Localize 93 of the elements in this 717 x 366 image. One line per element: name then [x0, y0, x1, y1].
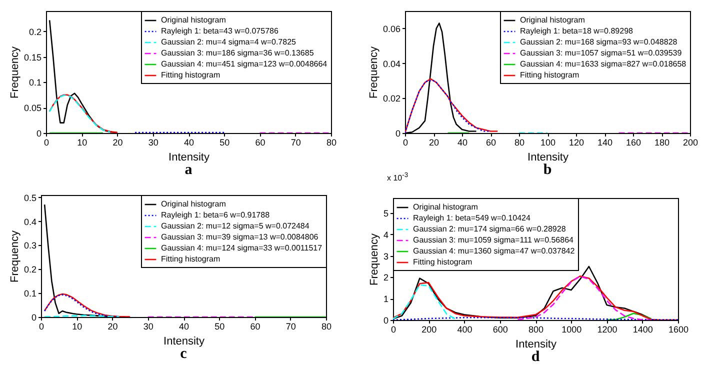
x-tick-label: 160 — [626, 138, 642, 148]
x-tick-label: 80 — [326, 138, 337, 148]
x-tick-label: 20 — [428, 138, 440, 148]
y-tick-label: 0.2 — [28, 26, 42, 37]
y-axis-title: Frequency — [8, 46, 21, 98]
legend-label: Gaussian 4: mu=1360 sigma=47 w=0.037842 — [413, 246, 576, 256]
legend-label: Gaussian 4: mu=451 sigma=123 w=0.0048664 — [161, 60, 328, 68]
legend-label: Rayleigh 1: beta=18 w=0.89298 — [520, 26, 634, 36]
text: c — [180, 346, 188, 362]
x-tick-label: 1200 — [597, 324, 618, 334]
y-tick-label: 0.02 — [382, 94, 400, 104]
x-axis-title: Intensity — [528, 152, 569, 164]
legend-label: Original histogram — [161, 16, 226, 24]
x-tick-label: 200 — [422, 324, 437, 334]
x-tick-label: 600 — [492, 324, 508, 334]
x-axis-title: Intensity — [516, 338, 557, 350]
x-tick-label: 200 — [682, 138, 698, 148]
x-tick-label: 10 — [72, 322, 82, 332]
legend-label: Fitting histogram — [520, 70, 580, 80]
y-tick-label: 4 — [383, 230, 388, 240]
x-tick-label: 1400 — [632, 324, 653, 334]
x-tick-label: 40 — [184, 138, 194, 148]
x-tick-label: 100 — [540, 138, 556, 148]
x-tick-label: 400 — [457, 324, 472, 334]
text: a — [184, 162, 193, 178]
legend-label: Gaussian 2: mu=168 sigma=93 w=0.048828 — [520, 38, 678, 46]
legend-label: Gaussian 3: mu=1057 sigma=51 w=0.039539 — [520, 48, 682, 58]
y-tick-label: 0 — [31, 312, 36, 322]
x-tick-label: 30 — [148, 138, 158, 148]
x-tick-label: 70 — [290, 138, 301, 148]
x-tick-label: 60 — [250, 322, 260, 332]
x-tick-label: 180 — [654, 138, 670, 148]
x-tick-label: 20 — [108, 322, 118, 332]
y-tick-label: 3 — [383, 251, 388, 262]
y-tick-label: 0.15 — [24, 52, 42, 62]
x-tick-label: 800 — [528, 324, 544, 334]
x-axis-title: Intensity — [164, 336, 205, 348]
x-tick-label: 20 — [112, 138, 123, 148]
legend-label: Fitting histogram — [413, 258, 472, 266]
y-tick-label: 5 — [383, 208, 388, 218]
legend-label: Gaussian 3: mu=1059 sigma=111 w=0.56864 — [413, 236, 574, 244]
legend-label: Rayleigh 1: beta=6 w=0.91788 — [161, 210, 270, 220]
legend-label: Gaussian 4: mu=124 sigma=33 w=0.0011517 — [161, 244, 323, 252]
y-tick-label: 2 — [383, 272, 388, 283]
legend-label: Fitting histogram — [161, 254, 220, 264]
x-tick-label: 0 — [402, 138, 408, 148]
x-tick-label: 140 — [597, 138, 613, 148]
y-tick-label: 0.06 — [382, 24, 400, 34]
legend-label: Gaussian 2: mu=12 sigma=5 w=0.072484 — [161, 222, 310, 230]
legend-label: Original histogram — [161, 200, 226, 208]
x-tick-label: 1000 — [562, 324, 582, 334]
x-tick-label: 40 — [457, 138, 468, 148]
x-tick-label: 60 — [255, 138, 266, 148]
y-tick-label: 0.05 — [24, 103, 42, 114]
y-tick-label: 0.3 — [24, 240, 36, 251]
x-tick-label: 30 — [143, 322, 154, 332]
x-tick-label: 10 — [77, 138, 88, 148]
y-tick-label: 0 — [395, 128, 400, 138]
legend-label: Gaussian 3: mu=39 sigma=13 w=0.0084806 — [161, 232, 319, 242]
legend-label: Original histogram — [520, 16, 586, 24]
x-tick-label: 80 — [321, 322, 332, 332]
legend-label: Fitting histogram — [161, 70, 220, 80]
x-tick-label: 120 — [568, 138, 584, 148]
x-tick-label: 1600 — [668, 324, 689, 334]
x-tick-label: 50 — [214, 322, 225, 332]
x-tick-label: 60 — [486, 138, 496, 148]
legend-label: Gaussian 4: mu=1633 sigma=827 w=0.018658 — [520, 60, 687, 68]
y-tick-label: 0.5 — [24, 192, 36, 203]
legend-label: Gaussian 2: mu=4 sigma=4 w=0.7825 — [161, 38, 297, 46]
text: d — [531, 349, 540, 365]
legend-label: Gaussian 3: mu=186 sigma=36 w=0.13685 — [161, 48, 314, 58]
y-axis-title: Frequency — [368, 46, 380, 98]
x-axis-title: Intensity — [168, 152, 210, 164]
y-tick-label: 0.1 — [28, 78, 42, 88]
y-tick-label: 0.4 — [24, 216, 36, 227]
x-tick-label: 50 — [220, 138, 230, 148]
y-tick-label: 0 — [36, 128, 42, 138]
y-tick-label: 1 — [383, 294, 388, 304]
y-axis-title: Frequency — [8, 230, 21, 282]
x-tick-label: 0 — [44, 138, 50, 148]
x-tick-label: 70 — [286, 322, 296, 332]
text: b — [543, 162, 552, 178]
legend-label: Original histogram — [413, 202, 478, 212]
y-tick-label: 0.2 — [24, 264, 36, 275]
x-tick-label: 80 — [514, 138, 525, 148]
y-tick-label: 0.04 — [382, 58, 400, 69]
legend-label: Rayleigh 1: beta=43 w=0.075786 — [161, 26, 279, 36]
y-axis-title: Frequency — [368, 233, 380, 286]
x-tick-label: 40 — [178, 322, 190, 332]
legend-label: Gaussian 2: mu=174 sigma=66 w=0.28928 — [413, 224, 566, 234]
legend-label: Rayleigh 1: beta=549 w=0.10424 — [413, 214, 531, 222]
text: x 10$^{-3}$ — [387, 172, 408, 183]
y-tick-label: 0.1 — [24, 288, 36, 299]
